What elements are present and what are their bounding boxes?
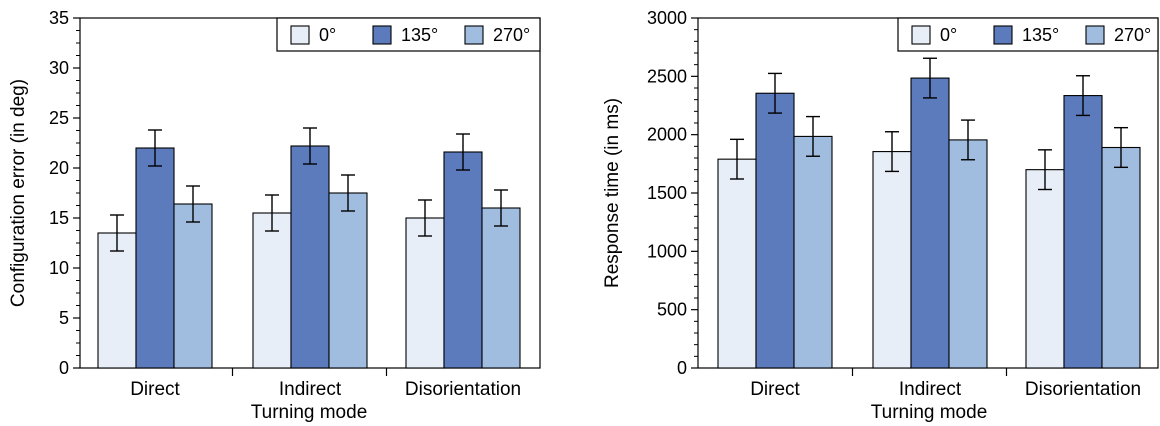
y-tick-label: 20	[49, 158, 69, 178]
y-tick-label: 1000	[647, 241, 687, 261]
legend-box	[897, 17, 1159, 52]
legend-swatch	[993, 25, 1013, 45]
y-tick-label: 25	[49, 108, 69, 128]
error-bar	[186, 185, 200, 223]
bar	[1063, 95, 1103, 369]
legend-swatch	[1085, 25, 1105, 45]
y-tick-label: 15	[49, 208, 69, 228]
error-bar	[768, 72, 782, 114]
bar	[717, 158, 757, 369]
x-tick-label: Direct	[750, 379, 800, 400]
y-axis-label: Response time (in ms)	[602, 98, 623, 288]
legend-box	[276, 17, 541, 52]
error-bar	[341, 174, 355, 212]
legend-swatch	[372, 25, 392, 45]
bar	[290, 145, 330, 369]
error-bar	[1076, 75, 1090, 117]
error-bar	[885, 131, 899, 173]
error-bar	[1038, 149, 1052, 191]
error-bar	[494, 189, 508, 227]
bar	[872, 151, 912, 369]
error-bar	[961, 119, 975, 161]
legend-label: 270°	[1114, 25, 1151, 45]
error-bar	[456, 133, 470, 171]
legend-label: 135°	[401, 25, 438, 45]
y-tick-label: 10	[49, 258, 69, 278]
error-bar	[730, 138, 744, 180]
x-tick-label: Disorientation	[405, 379, 521, 400]
error-bar	[265, 194, 279, 232]
error-bar	[418, 199, 432, 237]
legend-label: 0°	[319, 25, 336, 45]
error-bar	[923, 57, 937, 99]
bar	[1025, 169, 1065, 369]
legend-swatch	[290, 25, 310, 45]
y-tick-label: 0	[677, 358, 687, 378]
y-tick-label: 500	[657, 300, 687, 320]
legend: 0° 135° 270°	[276, 17, 541, 52]
bar	[1101, 146, 1141, 369]
bar	[97, 232, 137, 369]
bar	[910, 77, 950, 369]
error-bar	[303, 127, 317, 165]
y-axis-label: Configuration error (in deg)	[8, 79, 29, 307]
bar	[755, 92, 795, 369]
y-tick-label: 0	[59, 358, 69, 378]
legend-swatch	[911, 25, 931, 45]
error-bar	[806, 115, 820, 157]
error-bar	[148, 129, 162, 167]
bar	[793, 135, 833, 369]
bar	[443, 151, 483, 369]
bar	[948, 139, 988, 369]
y-tick-label: 35	[49, 8, 69, 28]
bar	[328, 192, 368, 369]
legend-label: 0°	[940, 25, 957, 45]
bar	[173, 203, 213, 369]
x-tick-label: Indirect	[899, 379, 962, 400]
bar	[481, 207, 521, 369]
y-tick-label: 3000	[647, 8, 687, 28]
x-tick-label: Direct	[130, 379, 180, 400]
error-bar	[110, 214, 124, 252]
legend-swatch	[464, 25, 484, 45]
legend-label: 135°	[1022, 25, 1059, 45]
y-tick-label: 5	[59, 308, 69, 328]
x-axis-label: Turning mode	[251, 402, 368, 423]
x-tick-label: Indirect	[279, 379, 342, 400]
legend-label: 270°	[493, 25, 530, 45]
x-axis-label: Turning mode	[871, 402, 988, 423]
y-tick-label: 2000	[647, 125, 687, 145]
y-tick-label: 2500	[647, 66, 687, 86]
legend: 0° 135° 270°	[897, 17, 1159, 52]
error-bar	[1114, 126, 1128, 169]
bar	[405, 217, 445, 369]
y-tick-label: 1500	[647, 183, 687, 203]
x-tick-label: Disorientation	[1025, 379, 1141, 400]
bar	[252, 212, 292, 369]
y-tick-label: 30	[49, 58, 69, 78]
